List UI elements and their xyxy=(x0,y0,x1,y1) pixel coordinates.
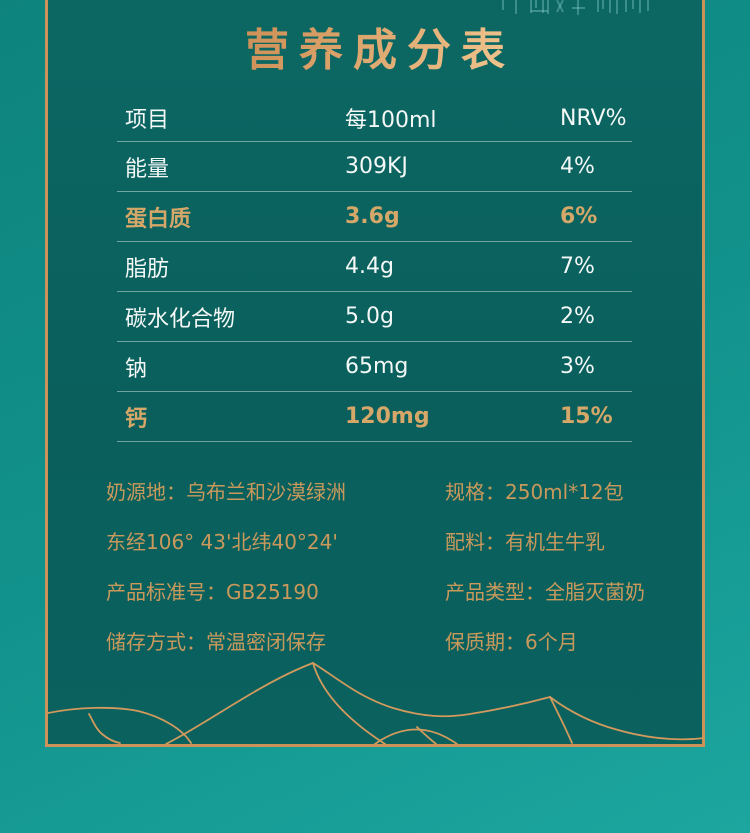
row-label: 蛋白质 xyxy=(125,206,192,232)
table-row-carbohydrate: 碳水化合物 5.0g 2% xyxy=(117,292,632,342)
row-nrv: 7% xyxy=(560,254,595,279)
row-nrv: 6% xyxy=(560,204,598,229)
row-value: 65mg xyxy=(345,354,409,379)
row-value: 3.6g xyxy=(345,204,400,229)
row-label: 脂肪 xyxy=(125,256,170,282)
row-value: 309KJ xyxy=(345,154,408,179)
info-specification: 规格：250ml*12包 xyxy=(445,480,624,504)
row-label: 碳水化合物 xyxy=(125,306,236,332)
row-label: 钙 xyxy=(125,406,148,432)
row-label: 钠 xyxy=(125,356,148,382)
product-info-left: 奶源地：乌布兰和沙漠绿洲 东经106° 43'北纬40°24' 产品标准号：GB… xyxy=(106,467,346,667)
product-info-right: 规格：250ml*12包 配料：有机生牛乳 产品类型：全脂灭菌奶 保质期：6个月 xyxy=(445,467,645,667)
table-row-calcium: 钙 120mg 15% xyxy=(117,392,632,442)
info-product-type: 产品类型：全脂灭菌奶 xyxy=(445,580,645,604)
cropped-text-marks-icon xyxy=(502,0,649,15)
row-label: 能量 xyxy=(125,156,170,182)
info-shelf-life: 保质期：6个月 xyxy=(445,630,578,654)
col-header-per100ml: 每100ml xyxy=(345,108,437,133)
table-header-row: 项目 每100ml NRV% xyxy=(117,95,632,142)
info-storage: 储存方式：常温密闭保存 xyxy=(106,630,326,654)
row-nrv: 4% xyxy=(560,154,595,179)
col-header-item: 项目 xyxy=(125,108,170,133)
table-row-protein: 蛋白质 3.6g 6% xyxy=(117,192,632,242)
info-standard-number: 产品标准号：GB25190 xyxy=(106,580,319,604)
row-nrv: 2% xyxy=(560,304,595,329)
row-value: 5.0g xyxy=(345,304,394,329)
info-milk-source: 奶源地：乌布兰和沙漠绿洲 xyxy=(106,480,346,504)
row-value: 4.4g xyxy=(345,254,394,279)
table-row-sodium: 钠 65mg 3% xyxy=(117,342,632,392)
row-nrv: 15% xyxy=(560,404,613,429)
info-coordinates: 东经106° 43'北纬40°24' xyxy=(106,530,338,554)
col-header-nrv: NRV% xyxy=(560,105,627,131)
row-nrv: 3% xyxy=(560,354,595,379)
panel-title: 营养成分表 xyxy=(0,14,750,78)
gold-frame xyxy=(45,0,705,747)
row-value: 120mg xyxy=(345,404,430,429)
table-row-fat: 脂肪 4.4g 7% xyxy=(117,242,632,292)
nutrition-table: 项目 每100ml NRV% 能量 309KJ 4% 蛋白质 3.6g 6% 脂… xyxy=(117,95,632,442)
info-ingredients: 配料：有机生牛乳 xyxy=(445,530,605,554)
table-row-energy: 能量 309KJ 4% xyxy=(117,142,632,192)
sand-dunes-icon xyxy=(48,662,705,744)
